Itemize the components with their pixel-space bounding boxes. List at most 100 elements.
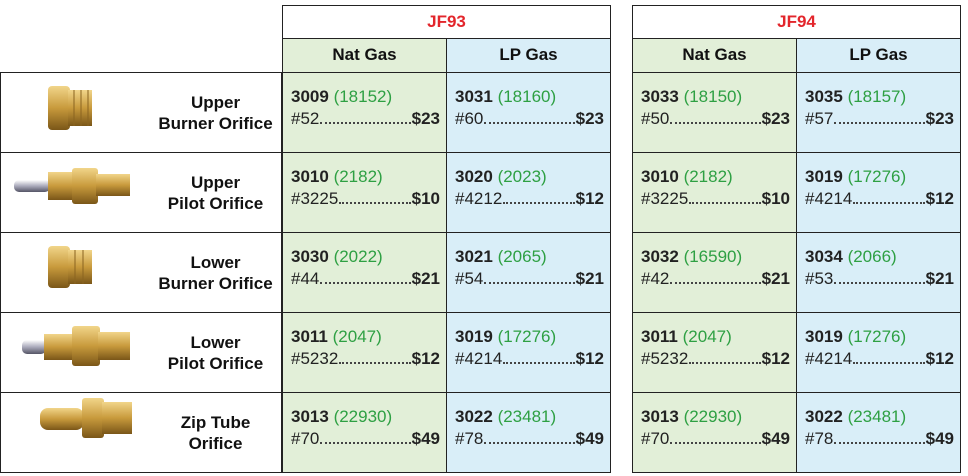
price: $12 xyxy=(926,349,954,369)
part-ref: (2182) xyxy=(334,167,383,186)
part-line: 3022 (23481) xyxy=(455,407,610,427)
size-line: #52$23 xyxy=(291,109,440,129)
part-ref: (2066) xyxy=(848,247,897,266)
part-code: 3021 xyxy=(455,247,493,266)
orifice-size: #57 xyxy=(805,109,833,129)
part-line: 3032 (16590) xyxy=(641,247,796,267)
part-ref: (17276) xyxy=(848,327,907,346)
orifice-size: #4214 xyxy=(455,349,502,369)
leader-dots xyxy=(689,189,760,204)
row-label-line: Burner Orifice xyxy=(150,273,281,294)
part-line: 3013 (22930) xyxy=(641,407,796,427)
leader-dots xyxy=(339,189,410,204)
part-ref: (2182) xyxy=(684,167,733,186)
orifice-size: #78 xyxy=(805,429,833,449)
leader-dots xyxy=(834,269,924,284)
part-ref: (2023) xyxy=(498,167,547,186)
part-code: 3034 xyxy=(805,247,843,266)
size-line: #50$23 xyxy=(641,109,790,129)
leader-dots xyxy=(484,269,574,284)
row-label-line: Pilot Orifice xyxy=(150,353,281,374)
part-line: 3020 (2023) xyxy=(455,167,610,187)
price-cell: 3020 (2023)#4212$12 xyxy=(446,152,611,233)
price-cell: 3021 (2065)#54$21 xyxy=(446,232,611,313)
leader-dots xyxy=(853,189,924,204)
price: $12 xyxy=(762,349,790,369)
part-ref: (18150) xyxy=(684,87,743,106)
price: $12 xyxy=(576,189,604,209)
price: $49 xyxy=(576,429,604,449)
page: JF93Nat GasLP GasJF94Nat GasLP GasUpperB… xyxy=(0,0,968,476)
size-line: #3225$10 xyxy=(291,189,440,209)
column-header: Nat Gas xyxy=(632,38,797,73)
part-ref: (2065) xyxy=(498,247,547,266)
part-line: 3011 (2047) xyxy=(291,327,446,347)
price-cell: 3013 (22930) #70$49 xyxy=(282,392,447,473)
part-code: 3031 xyxy=(455,87,493,106)
group-title: JF93 xyxy=(282,5,611,39)
price-cell: 3034 (2066)#53$21 xyxy=(796,232,961,313)
part-line: 3031 (18160) xyxy=(455,87,610,107)
part-line: 3034 (2066) xyxy=(805,247,960,267)
leader-dots xyxy=(339,349,410,364)
price: $23 xyxy=(576,109,604,129)
part-line: 3019 (17276) xyxy=(805,167,960,187)
orifice-size: #60 xyxy=(455,109,483,129)
orifice-size: #4214 xyxy=(805,189,852,209)
part-code: 3019 xyxy=(805,327,843,346)
price: $12 xyxy=(926,189,954,209)
leader-dots xyxy=(834,109,924,124)
size-line: #4214 $12 xyxy=(805,349,954,369)
part-code: 3030 xyxy=(291,247,329,266)
leader-dots xyxy=(320,269,410,284)
leader-dots xyxy=(320,429,410,444)
price-cell: 3010 (2182) #3225$10 xyxy=(282,152,447,233)
size-line: #70$49 xyxy=(291,429,440,449)
price: $23 xyxy=(412,109,440,129)
part-line: 3030 (2022) xyxy=(291,247,446,267)
orifice-size: #53 xyxy=(805,269,833,289)
part-code: 3022 xyxy=(805,407,843,426)
price-cell: 3030 (2022)#44$21 xyxy=(282,232,447,313)
part-line: 3011 (2047) xyxy=(641,327,796,347)
part-code: 3022 xyxy=(455,407,493,426)
part-line: 3035 (18157) xyxy=(805,87,960,107)
part-code: 3010 xyxy=(291,167,329,186)
part-code: 3019 xyxy=(455,327,493,346)
orifice-size: #3225 xyxy=(641,189,688,209)
price: $49 xyxy=(762,429,790,449)
price: $12 xyxy=(412,349,440,369)
price: $49 xyxy=(412,429,440,449)
part-line: 3019 (17276) xyxy=(455,327,610,347)
column-header: LP Gas xyxy=(446,38,611,73)
part-line: 3009 (18152) xyxy=(291,87,446,107)
size-line: #70$49 xyxy=(641,429,790,449)
part-code: 3013 xyxy=(291,407,329,426)
price-cell: 3031 (18160)#60$23 xyxy=(446,72,611,153)
orifice-size: #4214 xyxy=(805,349,852,369)
part-ref: (23481) xyxy=(848,407,907,426)
row-border xyxy=(0,152,150,233)
orifice-size: #5232 xyxy=(291,349,338,369)
part-ref: (22930) xyxy=(334,407,393,426)
price: $21 xyxy=(926,269,954,289)
price-cell: 3013 (22930)#70$49 xyxy=(632,392,797,473)
leader-dots xyxy=(503,189,574,204)
part-ref: (23481) xyxy=(498,407,557,426)
row-label: Zip TubeOrifice xyxy=(150,392,282,473)
part-ref: (2047) xyxy=(333,327,382,346)
row-label-line: Lower xyxy=(150,252,281,273)
part-code: 3013 xyxy=(641,407,679,426)
size-line: #53 $21 xyxy=(805,269,954,289)
price-cell: 3011 (2047)#5232 $12 xyxy=(282,312,447,393)
part-ref: (17276) xyxy=(848,167,907,186)
part-code: 3010 xyxy=(641,167,679,186)
size-line: #4214 $12 xyxy=(805,189,954,209)
size-line: #4214$12 xyxy=(455,349,604,369)
part-ref: (18160) xyxy=(498,87,557,106)
row-label-line: Upper xyxy=(150,92,281,113)
row-border xyxy=(0,392,150,473)
price-cell: 3019 (17276)#4214 $12 xyxy=(796,152,961,233)
row-border xyxy=(0,72,150,153)
